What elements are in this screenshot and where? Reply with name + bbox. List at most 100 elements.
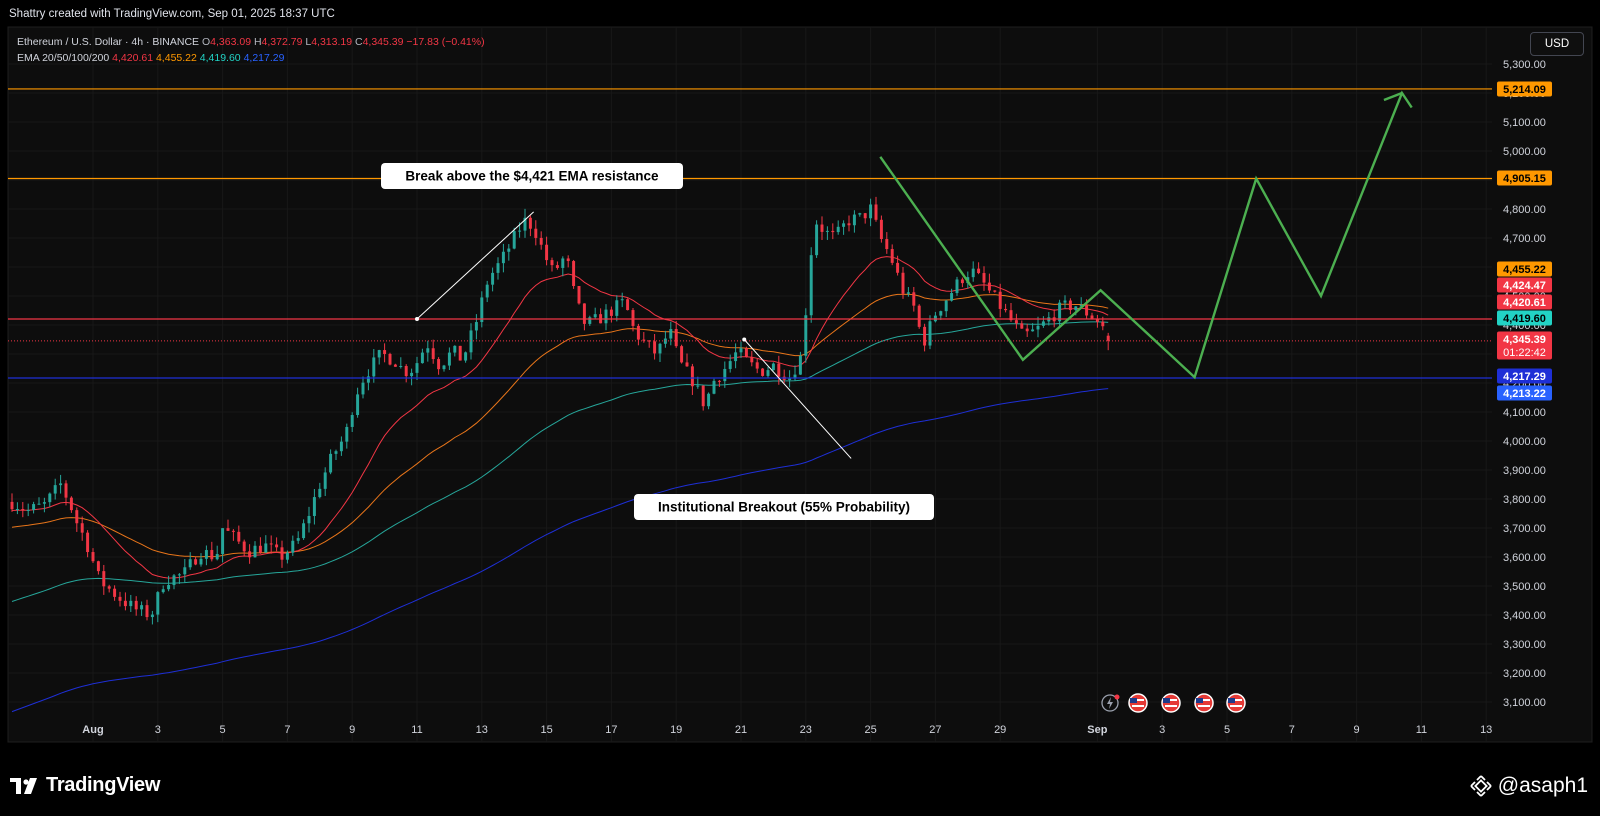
candle-body [572, 261, 576, 287]
y-tick-label: 3,400.00 [1503, 610, 1546, 622]
candle-body [204, 550, 208, 559]
candle-body [1058, 302, 1062, 322]
y-tick-label: 3,500.00 [1503, 581, 1546, 593]
candle-body [1101, 321, 1105, 327]
candle-body [1090, 315, 1094, 319]
candle-body [534, 228, 538, 238]
candle-body [393, 364, 397, 367]
annotation-anchor-dot [415, 317, 419, 322]
ohlc-row: Ethereum / U.S. Dollar · 4h · BINANCE O4… [17, 34, 485, 50]
candle-body [123, 600, 127, 607]
candle-body [944, 300, 948, 312]
candle-body [771, 363, 775, 371]
candle-body [728, 361, 732, 369]
x-tick-label: 17 [605, 724, 617, 736]
price-label-bg [1497, 277, 1552, 293]
candle-body [285, 552, 289, 560]
price-axis-label: 4,419.60 [1497, 310, 1552, 326]
candle-body [388, 353, 392, 365]
us-flag-event-icon[interactable] [1161, 693, 1181, 713]
change-value: −17.83 (−0.41%) [406, 36, 485, 48]
x-tick-label: 19 [670, 724, 682, 736]
candle-body [1004, 308, 1008, 311]
candle-body [831, 230, 835, 233]
footer-bar: TradingView @asaph1 [0, 760, 1600, 816]
candle-body [242, 541, 246, 552]
x-tick-label: Sep [1087, 724, 1107, 736]
us-flag-event-icon[interactable] [1194, 693, 1214, 713]
candle-body [183, 567, 187, 575]
candle-body [296, 538, 300, 541]
candle-body [469, 330, 473, 353]
candle-body [253, 545, 257, 558]
candle-body [885, 239, 889, 250]
annotation-box [381, 163, 683, 189]
candle-body [636, 325, 640, 340]
y-tick-label: 5,000.00 [1503, 146, 1546, 158]
ema-row: EMA 20/50/100/200 4,420.61 4,455.22 4,41… [17, 50, 485, 66]
candle-body [1014, 320, 1018, 324]
candle-body [383, 350, 387, 354]
ema50-line [11, 293, 1109, 558]
candle-body [437, 359, 441, 370]
candle-body [744, 348, 748, 358]
candle-body [113, 588, 117, 597]
projection-arrow [1383, 91, 1403, 102]
close-value: 4,345.39 [362, 36, 404, 48]
flash-event-icon[interactable] [1101, 694, 1120, 712]
ema200-line [11, 388, 1109, 713]
candle-body [410, 372, 414, 377]
candle-body [869, 204, 873, 219]
candle-body [237, 531, 241, 542]
candle-body [906, 292, 910, 294]
candle-body [1036, 325, 1040, 330]
candle-body [221, 528, 225, 554]
candle-body [431, 348, 435, 360]
candle-body [377, 350, 381, 358]
tradingview-brand[interactable]: TradingView [10, 774, 160, 797]
candle-body [129, 600, 133, 607]
attribution-bar: Shattry created with TradingView.com, Se… [0, 0, 1600, 27]
chart-legend: Ethereum / U.S. Dollar · 4h · BINANCE O4… [17, 34, 485, 66]
candle-body [231, 530, 235, 532]
candle-body [118, 596, 122, 601]
x-tick-label: 3 [1159, 724, 1165, 736]
candle-body [26, 509, 30, 511]
candle-body [426, 348, 430, 353]
x-tick-label: 13 [476, 724, 488, 736]
ema50-value: 4,455.22 [155, 52, 197, 64]
candle-body [539, 237, 543, 245]
candle-body [48, 493, 52, 503]
price-axis-label: 4,213.22 [1497, 385, 1552, 401]
price-axis-label: 4,217.29 [1497, 368, 1552, 384]
currency-button[interactable]: USD [1530, 32, 1584, 56]
candle-body [404, 366, 408, 377]
candle-body [350, 415, 354, 427]
price-label-bg [1497, 170, 1552, 186]
price-axis-label: 4,424.47 [1497, 277, 1552, 293]
candle-body [717, 380, 721, 382]
x-tick-label: 21 [735, 724, 747, 736]
economic-events[interactable] [1101, 693, 1246, 713]
us-flag-event-icon[interactable] [1128, 693, 1148, 713]
candle-body [491, 272, 495, 285]
candle-body [658, 343, 662, 354]
ema-indicator-label[interactable]: EMA 20/50/100/200 [17, 52, 110, 64]
grid [8, 27, 1492, 742]
candle-body [96, 561, 100, 572]
price-labels: 5,214.09 4,905.15 4,455.22 4,424.47 4,420.61… [1497, 81, 1552, 401]
x-tick-label: 7 [1289, 724, 1295, 736]
binance-logo-icon [1470, 775, 1492, 797]
candle-body [1106, 335, 1110, 341]
price-chart[interactable]: Break above the $4,421 EMA resistance Ins… [0, 0, 1600, 760]
y-tick-label: 4,000.00 [1503, 436, 1546, 448]
candle-body [739, 348, 743, 353]
price-label-text: 4,420.61 [1503, 297, 1546, 309]
candle-body [523, 217, 527, 231]
us-flag-event-icon[interactable] [1226, 693, 1246, 713]
candle-body [334, 451, 338, 454]
candle-body [604, 309, 608, 324]
price-label-text: 4,905.15 [1503, 173, 1546, 185]
candle-body [345, 426, 349, 442]
symbol-name[interactable]: Ethereum / U.S. Dollar · 4h · BINANCE [17, 36, 200, 48]
